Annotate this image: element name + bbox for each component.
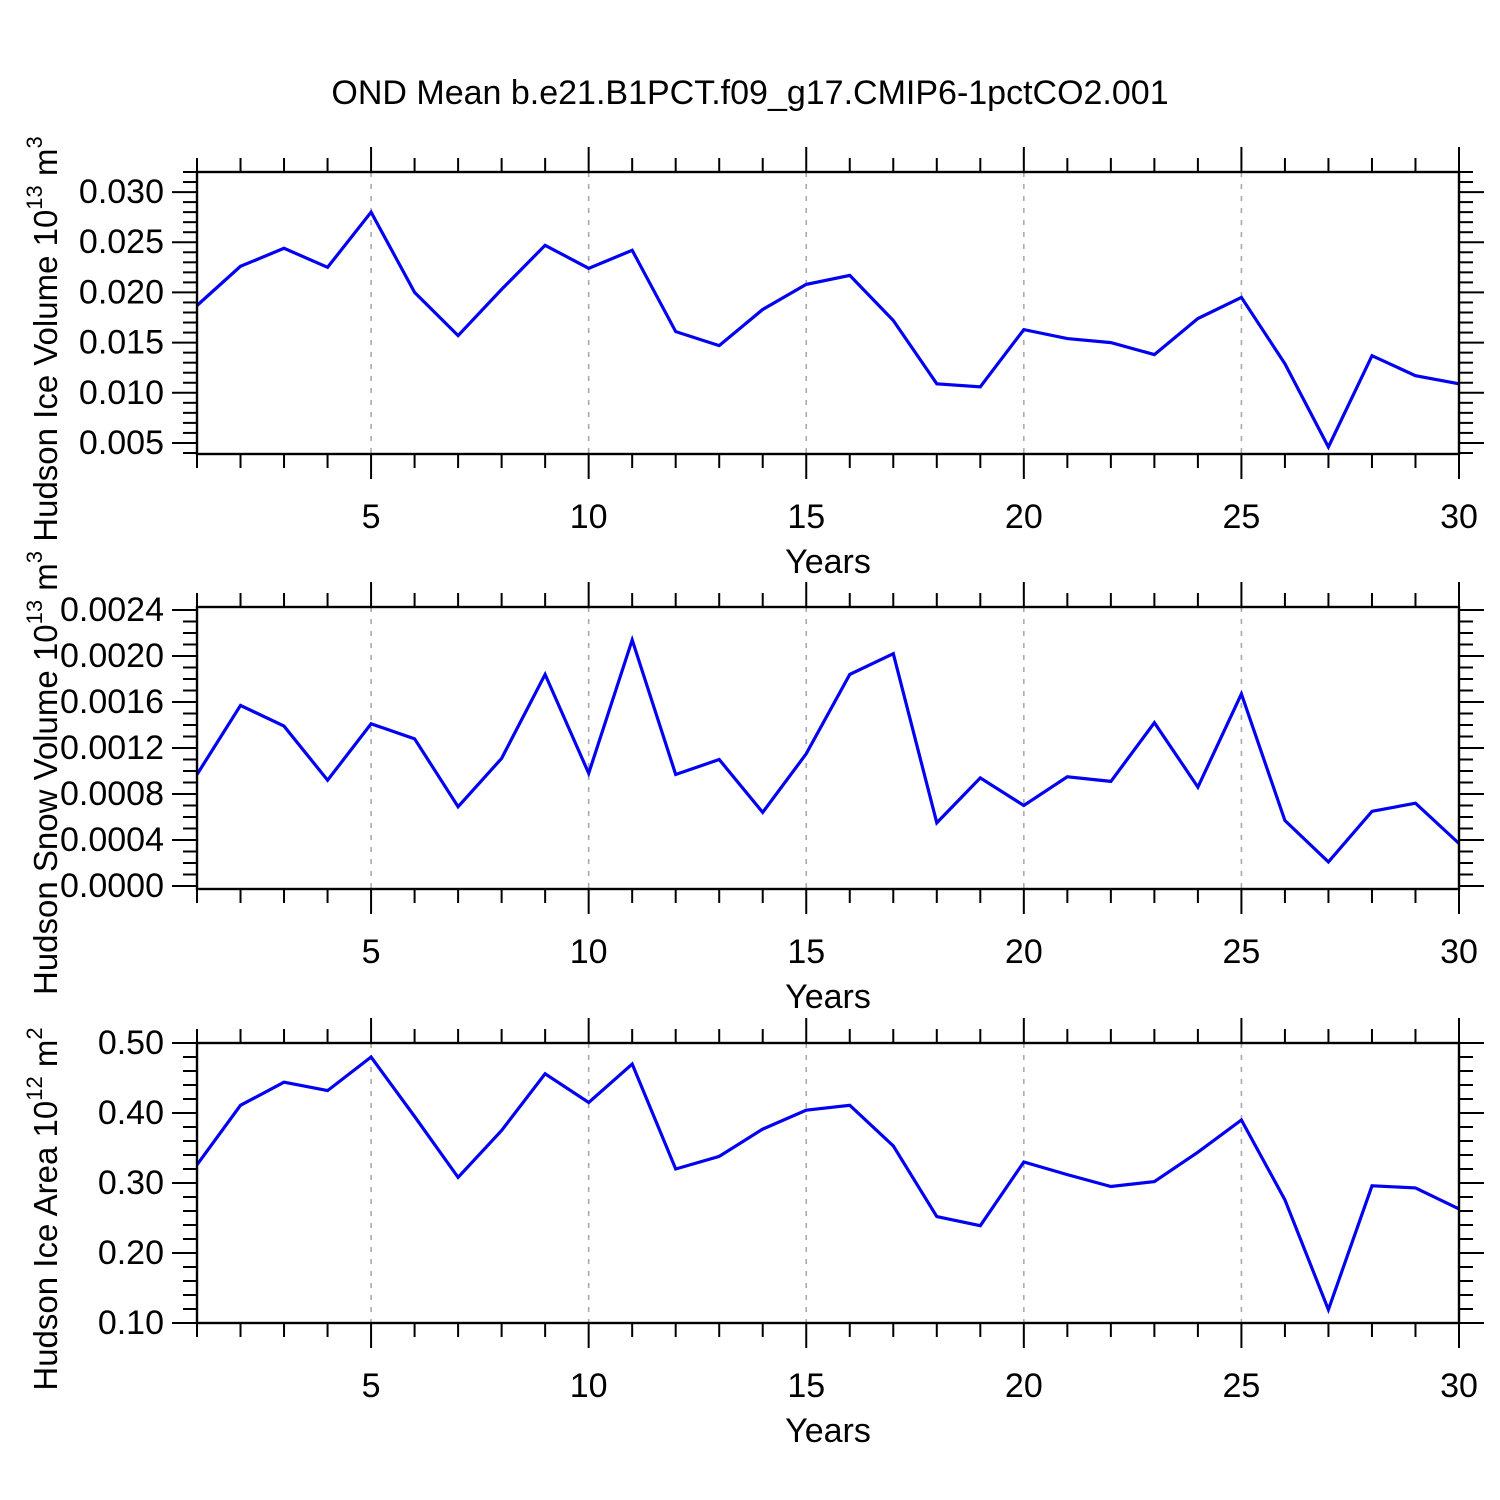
x-tick-label: 25 — [1222, 498, 1260, 536]
x-tick-label: 15 — [787, 933, 825, 971]
y-tick-label: 0.015 — [79, 324, 164, 362]
x-tick-label: 5 — [362, 933, 381, 971]
y-tick-label: 0.020 — [79, 273, 164, 311]
data-line — [195, 634, 1461, 865]
x-tick-label: 25 — [1222, 933, 1260, 971]
gridlines — [370, 1043, 1243, 1323]
gridlines — [370, 172, 1243, 454]
x-tick-label: 15 — [787, 498, 825, 536]
y-tick-label: 0.0008 — [60, 775, 164, 813]
x-axis-title: Years — [785, 978, 871, 1016]
y-tick-label: 0.0000 — [60, 867, 164, 905]
y-tick-label: 0.20 — [98, 1234, 164, 1272]
panel-hudson-ice-volume: 0.005 0.010 0.015 0.020 0.025 0.030 5 10 15 20 25 3… — [79, 147, 1484, 581]
x-tick-label: 20 — [1005, 498, 1043, 536]
y-tick-label: 0.010 — [79, 374, 164, 412]
chart-title: OND Mean b.e21.B1PCT.f09_g17.CMIP6-1pctC… — [331, 74, 1169, 112]
x-tick-label: 5 — [362, 1367, 381, 1405]
x-tick-label: 10 — [570, 933, 608, 971]
x-tick-label: 30 — [1440, 933, 1478, 971]
y-tick-label: 0.0024 — [60, 591, 164, 629]
x-tick-label: 10 — [570, 1367, 608, 1405]
y-tick-labels: 0.0000 0.0004 0.0008 0.0012 0.0016 0.0020 0.00… — [60, 591, 164, 905]
y-tick-label: 0.10 — [98, 1304, 164, 1342]
data-line — [195, 1054, 1460, 1315]
y-tick-label: 0.30 — [98, 1164, 164, 1202]
data-line — [195, 209, 1460, 451]
x-tick-labels: 5 10 15 20 25 30 — [362, 1367, 1478, 1405]
axis-ticks — [172, 1018, 1484, 1348]
panel-hudson-snow-volume: 0.0000 0.0004 0.0008 0.0012 0.0016 0.0020 0.00… — [60, 582, 1484, 1016]
y-tick-label: 0.005 — [79, 424, 164, 462]
plot-frame — [195, 170, 1461, 456]
y-tick-label: 0.0016 — [60, 683, 164, 721]
gridlines — [370, 607, 1243, 889]
x-axis-title: Years — [785, 543, 871, 581]
y-tick-label: 0.0004 — [60, 821, 164, 859]
x-tick-label: 10 — [570, 498, 608, 536]
y-tick-labels: 0.10 0.20 0.30 0.40 0.50 — [98, 1024, 164, 1342]
plot-frame — [195, 605, 1461, 891]
x-tick-labels: 5 10 15 20 25 30 — [362, 933, 1478, 971]
y-tick-label: 0.40 — [98, 1094, 164, 1132]
x-tick-label: 25 — [1222, 1367, 1260, 1405]
x-tick-label: 20 — [1005, 933, 1043, 971]
x-tick-label: 15 — [787, 1367, 825, 1405]
x-tick-label: 20 — [1005, 1367, 1043, 1405]
x-tick-labels: 5 10 15 20 25 30 — [362, 498, 1478, 536]
y-tick-label: 0.50 — [98, 1024, 164, 1062]
axis-ticks — [172, 582, 1484, 914]
y-tick-label: 0.030 — [79, 173, 164, 211]
x-tick-label: 30 — [1440, 498, 1478, 536]
y-tick-labels: 0.005 0.010 0.015 0.020 0.025 0.030 — [79, 173, 164, 462]
y-tick-label: 0.0020 — [60, 637, 164, 675]
x-tick-label: 5 — [362, 498, 381, 536]
x-tick-label: 30 — [1440, 1367, 1478, 1405]
axis-ticks — [172, 147, 1484, 479]
plot-frame — [195, 1041, 1461, 1325]
panel-hudson-ice-area: 0.10 0.20 0.30 0.40 0.50 5 10 15 20 25 30 Years — [98, 1018, 1484, 1450]
y-tick-label: 0.025 — [79, 223, 164, 261]
y-tick-label: 0.0012 — [60, 729, 164, 767]
x-axis-title: Years — [785, 1412, 871, 1450]
